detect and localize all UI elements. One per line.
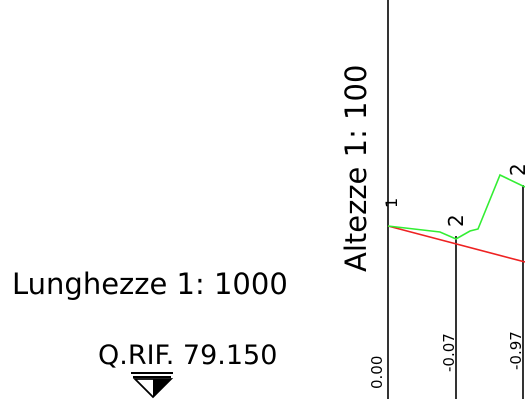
section-label-3: 2 [506, 163, 525, 176]
reference-level-symbol [131, 372, 174, 399]
section-label-1: 1 [382, 198, 401, 208]
section-value-1: 0.00 [368, 356, 386, 389]
terrain-line [387, 173, 525, 240]
section-value-2: -0.07 [440, 333, 458, 372]
reference-quota-label: Q.RIF. 79.150 [98, 340, 277, 371]
section-label-2: 2 [444, 214, 468, 227]
lengths-scale-label: Lunghezze 1: 1000 [12, 267, 288, 301]
heights-scale-label: Altezze 1: 100 [339, 65, 373, 272]
design-line [387, 225, 525, 263]
section-value-3: -0.97 [507, 331, 525, 370]
